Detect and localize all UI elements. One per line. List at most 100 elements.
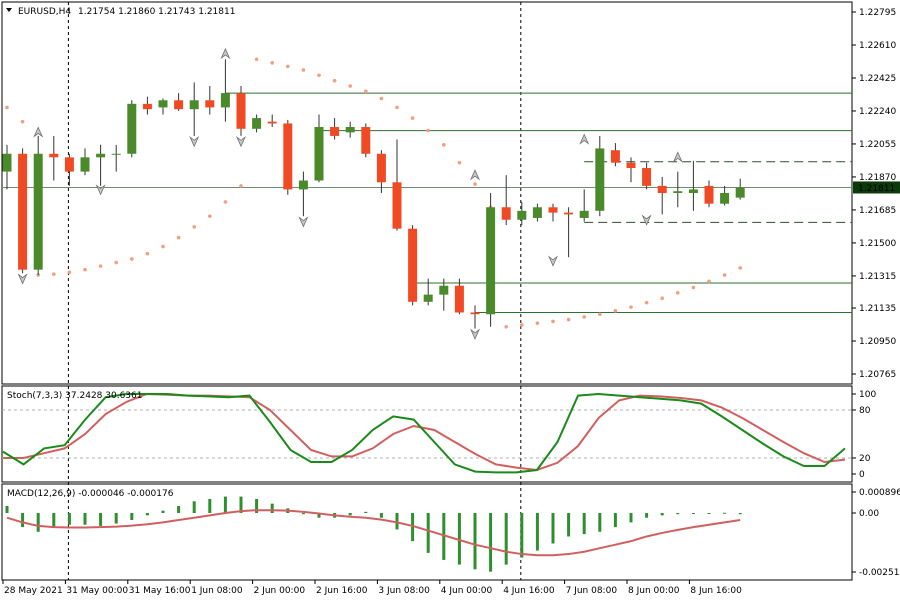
symbol-dropdown-icon[interactable]	[6, 8, 12, 12]
candle-body[interactable]	[252, 118, 262, 129]
candle-body[interactable]	[735, 187, 745, 198]
candle-body[interactable]	[657, 185, 667, 193]
candle-body[interactable]	[158, 100, 168, 108]
stochastic-axis-label: 0	[859, 470, 865, 480]
candle-body[interactable]	[111, 153, 121, 155]
candle-body[interactable]	[595, 148, 605, 211]
time-axis-label: 2 Jun 00:00	[254, 586, 306, 596]
parabolic-sar-dot	[67, 270, 72, 275]
macd-histogram-bar	[457, 513, 461, 565]
fractal-up-arrow	[470, 169, 480, 181]
candle-body[interactable]	[33, 153, 43, 270]
time-axis-label: 4 Jun 16:00	[503, 586, 555, 596]
macd-histogram-bar	[660, 513, 664, 516]
candle-body[interactable]	[96, 153, 106, 158]
price-axis-label: 1.22240	[859, 107, 896, 117]
candle-body[interactable]	[18, 153, 28, 270]
parabolic-sar-dot	[208, 214, 212, 218]
parabolic-sar-dot	[270, 61, 275, 65]
candle-body[interactable]	[501, 207, 511, 220]
candle-body[interactable]	[2, 153, 12, 172]
stochastic-axis-label: 100	[859, 390, 876, 400]
macd-histogram-bar	[270, 503, 274, 514]
macd-histogram-bar	[364, 511, 368, 514]
macd-histogram-bar	[598, 513, 602, 532]
candle-body[interactable]	[205, 100, 215, 108]
price-axis-label: 1.21135	[859, 304, 896, 314]
candle-body[interactable]	[127, 103, 137, 154]
parabolic-sar-dot	[535, 321, 540, 325]
macd-histogram-bar	[99, 513, 103, 526]
stochastic-axis-label: 20	[859, 454, 871, 464]
macd-signal-line	[6, 509, 741, 557]
macd-histogram-bar	[192, 501, 196, 514]
candle-body[interactable]	[345, 127, 355, 133]
current-price-value: 1.21811	[858, 184, 895, 194]
candle-body[interactable]	[532, 207, 542, 218]
macd-histogram-bar	[582, 513, 586, 535]
parabolic-sar-dot	[379, 96, 384, 101]
macd-histogram-bar	[707, 513, 711, 515]
candle-body[interactable]	[548, 207, 558, 213]
parabolic-sar-dot	[722, 273, 727, 277]
parabolic-sar-dot	[644, 300, 649, 305]
candle-body[interactable]	[642, 168, 652, 186]
candle-body[interactable]	[298, 180, 308, 190]
candle-body[interactable]	[376, 153, 386, 183]
candle-body[interactable]	[673, 191, 683, 193]
candle-body[interactable]	[314, 127, 324, 181]
price-axis-label: 1.20765	[859, 370, 896, 380]
candle-body[interactable]	[236, 93, 246, 129]
candle-body[interactable]	[80, 157, 90, 172]
macd-histogram-bar	[348, 513, 352, 516]
candle-body[interactable]	[517, 210, 527, 220]
candle-body[interactable]	[330, 127, 340, 136]
candle-body[interactable]	[423, 294, 433, 302]
stochastic-pane-frame	[1, 385, 853, 483]
candle-body[interactable]	[189, 100, 199, 110]
candle-body[interactable]	[392, 182, 402, 229]
macd-histogram-bar	[177, 505, 181, 514]
candle-body[interactable]	[688, 189, 698, 193]
parabolic-sar-dot	[254, 57, 259, 62]
fractal-down-arrow	[95, 184, 106, 196]
candle-body[interactable]	[220, 93, 230, 108]
candle-body[interactable]	[408, 228, 418, 302]
candle-body[interactable]	[64, 157, 74, 172]
candle-body[interactable]	[174, 100, 184, 110]
macd-histogram-bar	[114, 513, 118, 524]
time-axis-label: 8 Jun 16:00	[690, 586, 742, 596]
parabolic-sar-dot	[426, 128, 431, 133]
stochastic-main-line	[2, 392, 846, 474]
macd-histogram-bar	[36, 513, 40, 532]
candle-body[interactable]	[439, 285, 449, 295]
candle-body[interactable]	[626, 162, 636, 169]
candle-body[interactable]	[720, 193, 730, 204]
parabolic-sar-dot	[317, 73, 321, 78]
fractal-up-arrow	[220, 47, 231, 60]
candle-body[interactable]	[142, 103, 152, 110]
parabolic-sar-dot	[410, 116, 415, 120]
candle-body[interactable]	[579, 210, 589, 218]
parabolic-sar-dot	[598, 312, 602, 317]
candle-body[interactable]	[704, 185, 714, 204]
candle-body[interactable]	[49, 153, 59, 158]
candle-body[interactable]	[470, 312, 480, 315]
ohlc-values: 1.21754 1.21860 1.21743 1.21811	[78, 7, 235, 17]
fractal-down-arrow	[17, 273, 28, 285]
candle-body[interactable]	[267, 121, 277, 124]
candle-body[interactable]	[454, 285, 464, 313]
macd-histogram-bar	[426, 513, 430, 553]
candle-body[interactable]	[564, 212, 574, 215]
candle-body[interactable]	[361, 127, 371, 154]
candle-body[interactable]	[283, 123, 293, 190]
macd-histogram-bar	[379, 513, 383, 518]
candle-body[interactable]	[610, 150, 620, 163]
macd-histogram-bar	[723, 512, 727, 514]
parabolic-sar-dot	[176, 235, 181, 240]
candle-body[interactable]	[486, 207, 496, 315]
parabolic-sar-dot	[332, 78, 337, 83]
price-axis-label: 1.21870	[859, 173, 896, 183]
